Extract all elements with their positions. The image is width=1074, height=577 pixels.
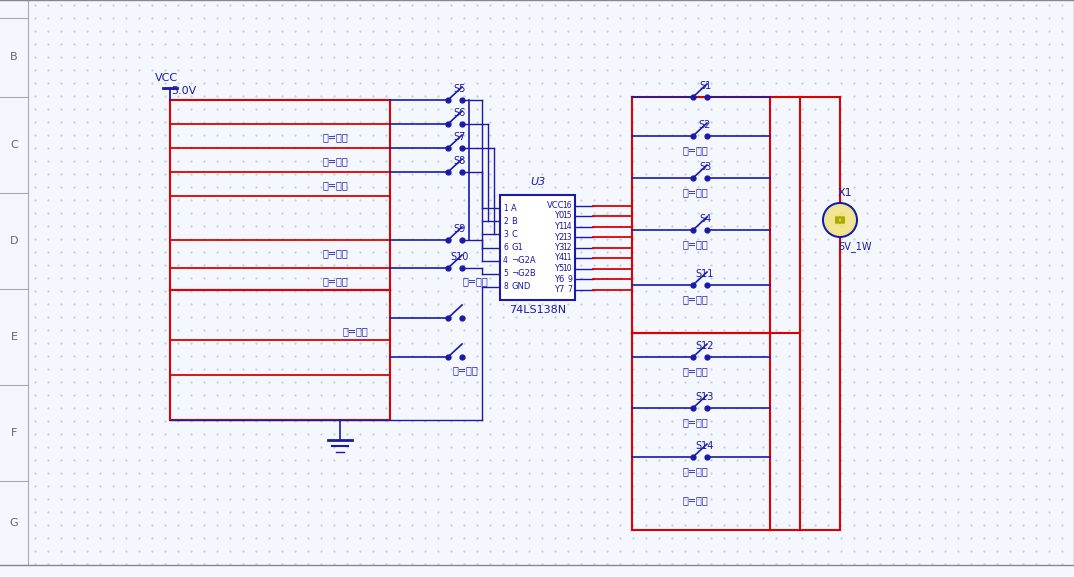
Text: 8: 8 bbox=[503, 282, 508, 291]
Text: 键=空格: 键=空格 bbox=[682, 187, 708, 197]
Text: 键=空格: 键=空格 bbox=[322, 156, 348, 166]
Bar bbox=[500, 195, 575, 300]
Text: 5.0V: 5.0V bbox=[172, 86, 197, 96]
Text: S7: S7 bbox=[454, 132, 466, 142]
Text: 5: 5 bbox=[503, 269, 508, 278]
Text: Y1: Y1 bbox=[554, 222, 564, 231]
Text: 6: 6 bbox=[503, 243, 508, 252]
Text: 74LS138N: 74LS138N bbox=[509, 305, 566, 315]
Text: 11: 11 bbox=[563, 253, 572, 263]
Text: S6: S6 bbox=[454, 108, 466, 118]
Text: C: C bbox=[10, 140, 18, 150]
Text: 键=空格: 键=空格 bbox=[682, 366, 708, 376]
Text: S8: S8 bbox=[454, 156, 466, 166]
Text: 键=空格: 键=空格 bbox=[322, 276, 348, 286]
Text: S13: S13 bbox=[696, 392, 714, 402]
Text: Y6: Y6 bbox=[553, 275, 564, 283]
Text: 键=空格: 键=空格 bbox=[682, 145, 708, 155]
Text: 9: 9 bbox=[567, 275, 572, 283]
Text: S5: S5 bbox=[454, 84, 466, 94]
Text: 14: 14 bbox=[563, 222, 572, 231]
Text: Y7: Y7 bbox=[553, 285, 564, 294]
Text: 13: 13 bbox=[563, 233, 572, 242]
Text: S9: S9 bbox=[454, 224, 466, 234]
Text: G1: G1 bbox=[511, 243, 523, 252]
Text: VCC: VCC bbox=[155, 73, 177, 83]
Text: F: F bbox=[11, 428, 17, 438]
Text: 16: 16 bbox=[563, 201, 572, 210]
Text: ¬G2B: ¬G2B bbox=[511, 269, 536, 278]
Text: 键=空格: 键=空格 bbox=[682, 466, 708, 476]
Text: 键=空格: 键=空格 bbox=[462, 276, 488, 286]
Text: 键=空格: 键=空格 bbox=[682, 294, 708, 304]
Text: S1: S1 bbox=[699, 81, 711, 91]
Text: A: A bbox=[511, 204, 517, 213]
Text: C: C bbox=[511, 230, 517, 239]
Text: 1: 1 bbox=[503, 204, 508, 213]
Text: 键=空格: 键=空格 bbox=[322, 248, 348, 258]
Text: S14: S14 bbox=[696, 441, 714, 451]
Text: 键=空格: 键=空格 bbox=[682, 239, 708, 249]
Text: 12: 12 bbox=[563, 243, 572, 252]
Circle shape bbox=[825, 205, 855, 235]
Text: VCC: VCC bbox=[547, 201, 564, 210]
Text: S4: S4 bbox=[699, 214, 711, 224]
Text: Y3: Y3 bbox=[553, 243, 564, 252]
Text: D: D bbox=[10, 236, 18, 246]
Text: S11: S11 bbox=[696, 269, 714, 279]
Text: 键=空格: 键=空格 bbox=[322, 132, 348, 142]
Text: X1: X1 bbox=[838, 188, 853, 198]
Text: 键=空格: 键=空格 bbox=[452, 365, 478, 375]
Text: 4: 4 bbox=[503, 256, 508, 265]
Text: ¬G2A: ¬G2A bbox=[511, 256, 536, 265]
Text: 3: 3 bbox=[503, 230, 508, 239]
Text: 15: 15 bbox=[563, 212, 572, 220]
Text: Y5: Y5 bbox=[554, 264, 564, 273]
Text: B: B bbox=[10, 52, 18, 62]
Text: S2: S2 bbox=[699, 120, 711, 130]
Text: 5V_1W: 5V_1W bbox=[838, 242, 872, 253]
Text: GND: GND bbox=[511, 282, 531, 291]
Text: E: E bbox=[11, 332, 17, 342]
Text: Y2: Y2 bbox=[554, 233, 564, 242]
Text: S3: S3 bbox=[699, 162, 711, 172]
Text: Y0: Y0 bbox=[554, 212, 564, 220]
Text: 7: 7 bbox=[567, 285, 572, 294]
Text: 键=空格: 键=空格 bbox=[682, 417, 708, 427]
Text: G: G bbox=[10, 518, 18, 528]
Text: Y4: Y4 bbox=[554, 253, 564, 263]
Text: 键=空格: 键=空格 bbox=[682, 495, 708, 505]
Text: 键=空格: 键=空格 bbox=[322, 180, 348, 190]
Text: B: B bbox=[511, 217, 517, 226]
Text: 10: 10 bbox=[563, 264, 572, 273]
Text: U3: U3 bbox=[529, 177, 546, 187]
Text: S10: S10 bbox=[451, 252, 469, 262]
Text: 键=空格: 键=空格 bbox=[343, 326, 368, 336]
Text: S12: S12 bbox=[696, 341, 714, 351]
Text: 2: 2 bbox=[503, 217, 508, 226]
